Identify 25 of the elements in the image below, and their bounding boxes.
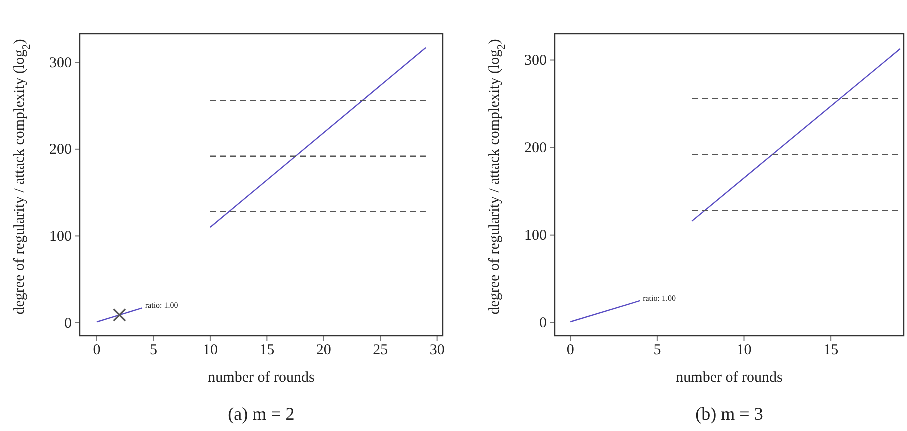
y-tick-label: 200	[524, 140, 547, 157]
x-tick-label: 5	[150, 342, 158, 359]
x-tick-label: 30	[430, 342, 445, 359]
x-tick-label: 15	[260, 342, 275, 359]
x-axis-title: number of rounds	[208, 370, 315, 386]
y-tick-label: 100	[50, 229, 72, 245]
y-tick-label: 0	[64, 316, 72, 332]
y-tick-label: 200	[50, 142, 72, 158]
x-tick-label: 10	[736, 342, 752, 359]
x-axis-title: number of rounds	[676, 370, 783, 386]
x-tick-label: 15	[824, 342, 839, 359]
y-tick-label: 100	[524, 228, 547, 244]
x-tick-label: 10	[202, 342, 218, 359]
y-tick-label: 0	[540, 316, 547, 332]
annotation: ratio: 1.00	[643, 294, 676, 303]
x-tick-label: 20	[316, 342, 332, 359]
x-tick-label: 0	[93, 342, 101, 359]
text: (b) m = 3	[696, 404, 764, 424]
text: (a) m = 2	[228, 404, 295, 424]
y-tick-label: 300	[50, 55, 72, 72]
x-tick-label: 25	[373, 342, 388, 359]
annotation: ratio: 1.00	[145, 301, 178, 310]
x-tick-label: 0	[566, 342, 574, 359]
y-tick-label: 300	[524, 53, 547, 70]
x-tick-label: 5	[654, 342, 662, 359]
